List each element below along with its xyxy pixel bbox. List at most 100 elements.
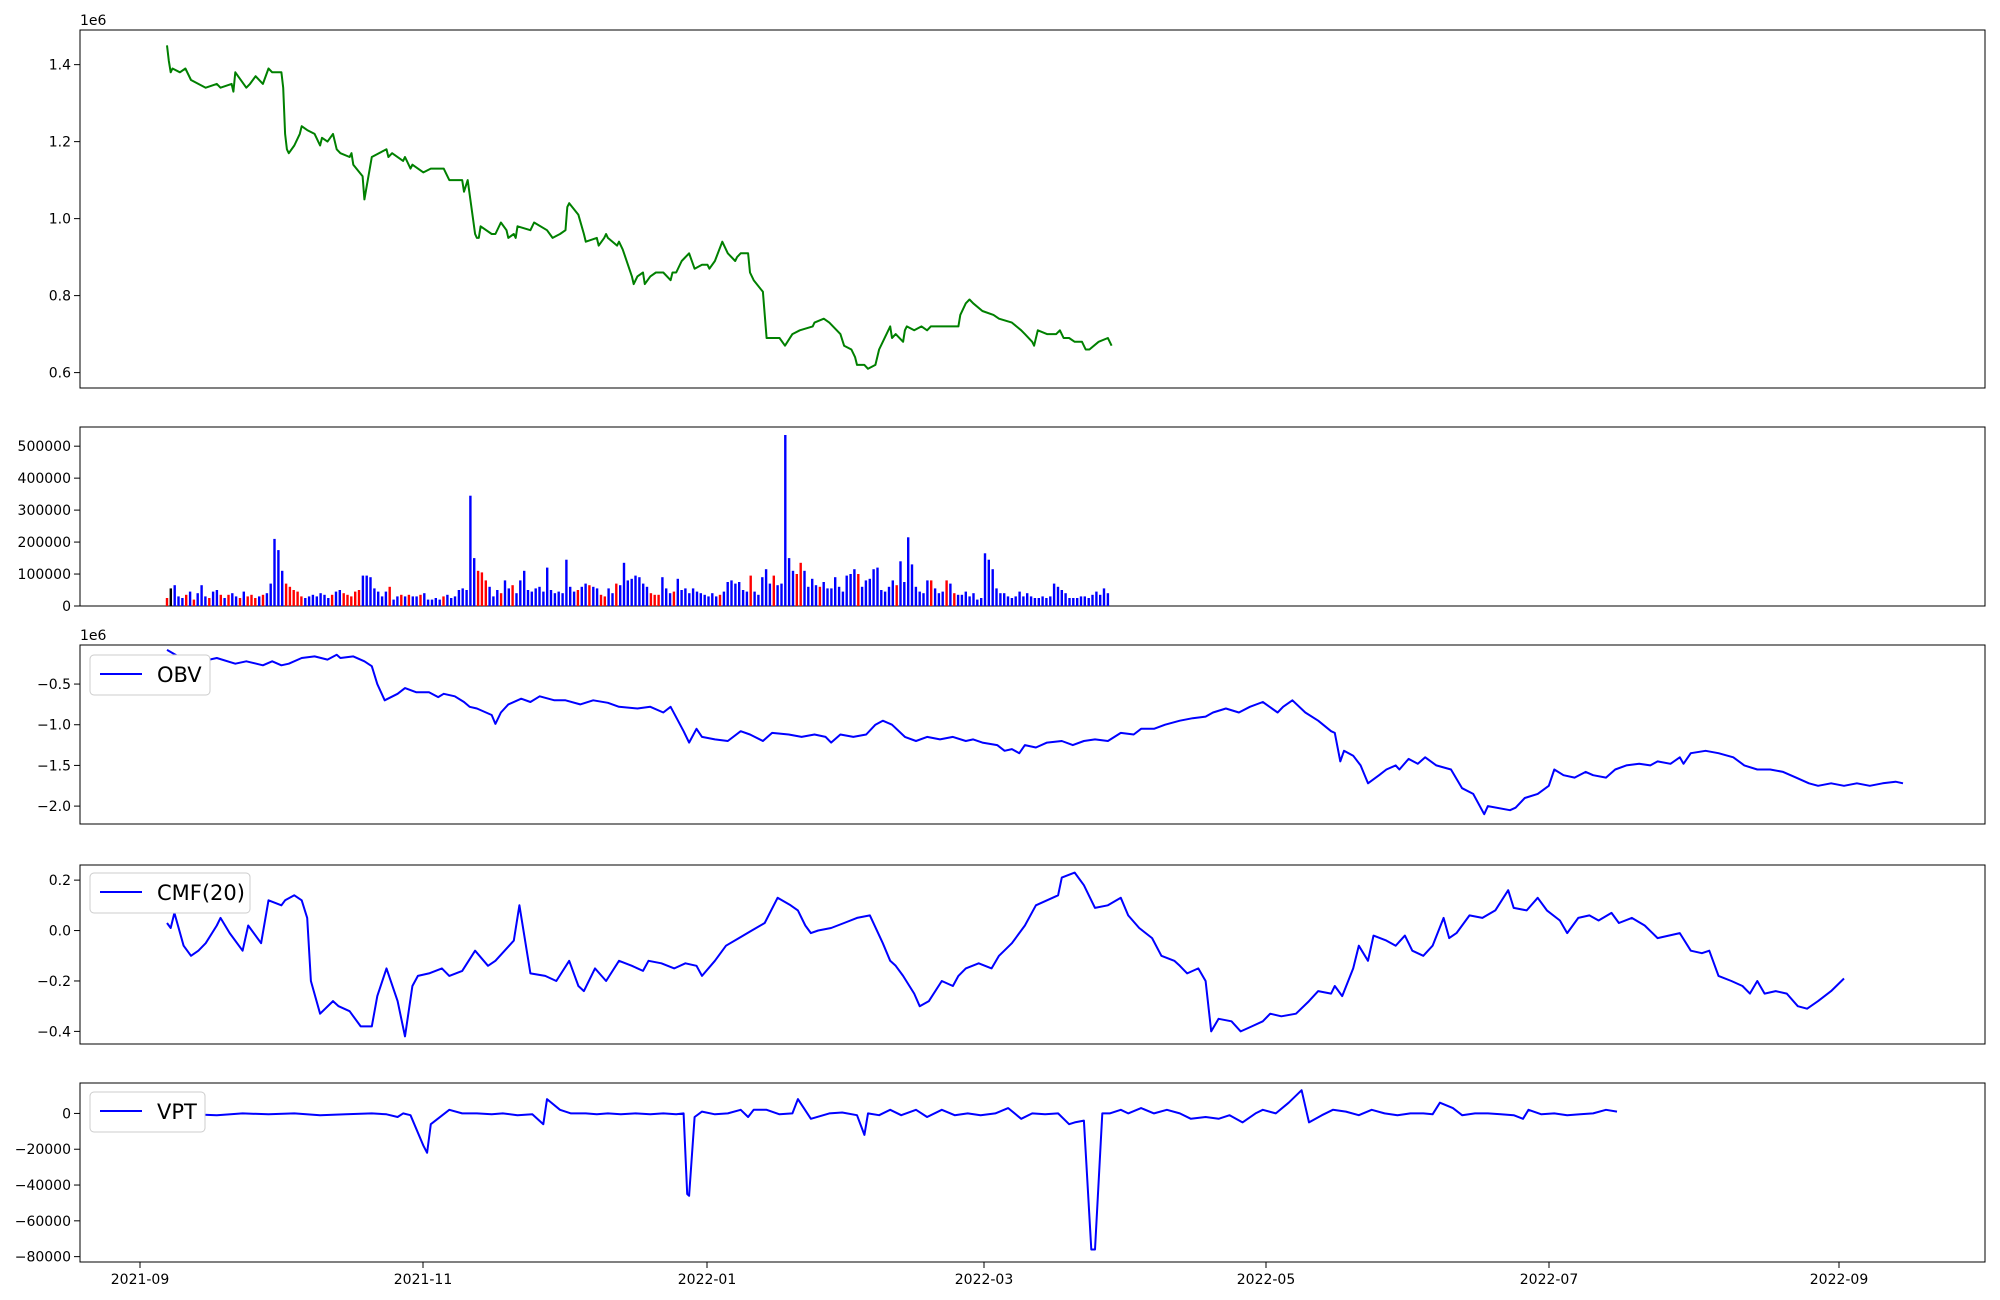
obv-legend: OBV	[89, 654, 211, 696]
cmf-series	[166, 871, 1845, 1038]
volume-bar	[553, 593, 557, 606]
volume-bar	[1049, 596, 1052, 606]
volume-bar	[323, 594, 326, 606]
obv-y-tick: −0.5	[37, 677, 80, 693]
volume-bar	[384, 591, 388, 606]
volume-bar	[246, 596, 249, 606]
volume-bar	[576, 590, 580, 606]
price-y-tick: 0.8	[49, 289, 80, 305]
volume-y-tick: 200000	[18, 535, 80, 551]
volume-bar	[768, 583, 772, 606]
volume-bar	[945, 580, 948, 606]
obv-y-tick-label: −0.5	[37, 677, 71, 693]
volume-bar	[342, 593, 345, 606]
volume-bar	[1033, 598, 1037, 606]
volume-bar	[956, 594, 960, 606]
price-y-tick-label: 0.6	[49, 366, 71, 382]
volume-bar	[872, 569, 875, 606]
volume-bar	[1029, 596, 1033, 606]
price-y-tick-label: 0.8	[49, 289, 71, 305]
volume-bars	[165, 435, 1110, 607]
volume-bar	[964, 591, 967, 606]
volume-bar	[1083, 596, 1086, 606]
volume-bar	[772, 575, 775, 606]
volume-bar	[864, 580, 868, 606]
volume-bar	[1099, 594, 1102, 606]
volume-y-tick-label: 500000	[18, 439, 71, 455]
vpt-series	[166, 1089, 1618, 1251]
cmf-y-tick-label: −0.4	[37, 1024, 71, 1040]
cmf-y-tick: −0.2	[37, 974, 80, 990]
vpt-y-tick-label: −20000	[15, 1142, 71, 1158]
volume-bar	[476, 570, 480, 606]
cmf-y-tick: 0.2	[49, 873, 80, 889]
volume-bar	[542, 591, 545, 606]
volume-bar	[192, 599, 196, 606]
volume-bar	[688, 593, 691, 606]
volume-bar	[480, 572, 484, 606]
obv-legend-label: OBV	[157, 663, 202, 687]
volume-bar	[814, 585, 818, 606]
volume-bar	[319, 593, 322, 606]
cmf-y-tick-label: 0.0	[49, 924, 71, 940]
volume-bar	[949, 583, 952, 606]
volume-bar	[392, 599, 395, 606]
volume-bar	[718, 594, 722, 606]
volume-bar	[903, 582, 906, 606]
volume-bar	[515, 593, 518, 606]
volume-bar	[972, 593, 975, 606]
price-y-tick: 1.2	[49, 135, 80, 151]
volume-bar	[469, 495, 472, 606]
obv-y-ticks: −2.0 −1.5 −1.0 −0.5	[37, 677, 80, 815]
volume-bar	[315, 596, 318, 606]
volume-bar	[968, 596, 971, 606]
volume-bar	[519, 580, 522, 606]
volume-bar	[311, 594, 315, 606]
volume-bar	[811, 578, 814, 606]
volume-bar	[980, 598, 983, 606]
volume-bar	[338, 590, 341, 606]
volume-bar	[734, 583, 737, 606]
volume-bar	[611, 593, 614, 606]
volume-bar	[680, 590, 683, 606]
x-tick-label: 2022-07	[1520, 1272, 1579, 1288]
volume-bar	[403, 596, 407, 606]
obv-y-tick-label: −1.0	[37, 718, 71, 734]
volume-bar	[450, 598, 453, 606]
volume-bar	[826, 588, 829, 606]
volume-bar	[1106, 593, 1110, 606]
volume-bar	[987, 559, 990, 606]
vpt-legend: VPT	[89, 1091, 206, 1133]
volume-bar	[442, 596, 445, 606]
volume-bar	[784, 435, 787, 606]
volume-y-tick-label: 200000	[18, 535, 71, 551]
volume-bar	[453, 596, 457, 606]
volume-bar	[284, 583, 288, 606]
obv-offset-text: 1e6	[80, 628, 107, 644]
volume-bar	[622, 562, 626, 606]
volume-bar	[261, 594, 265, 606]
volume-bar	[307, 596, 311, 606]
volume-bar	[845, 575, 848, 606]
volume-bar	[730, 580, 733, 606]
volume-bar	[546, 567, 549, 606]
volume-bar	[653, 594, 656, 606]
volume-bar	[380, 596, 384, 606]
volume-bar	[976, 599, 979, 606]
volume-bar	[899, 561, 902, 607]
volume-bar	[580, 586, 583, 606]
volume-bar	[411, 596, 414, 606]
volume-bar	[288, 586, 292, 606]
x-tick-label: 2021-11	[394, 1272, 453, 1288]
volume-bar	[208, 598, 211, 606]
volume-bar	[430, 599, 434, 606]
vpt-legend-box	[89, 1091, 206, 1133]
volume-bar	[434, 598, 437, 606]
volume-bar	[488, 586, 491, 606]
volume-bar	[649, 593, 653, 606]
volume-bar	[849, 574, 852, 606]
volume-y-tick: 0	[62, 599, 80, 615]
volume-bar	[795, 574, 798, 606]
cmf-legend-box	[89, 872, 251, 914]
volume-bar	[699, 593, 702, 606]
